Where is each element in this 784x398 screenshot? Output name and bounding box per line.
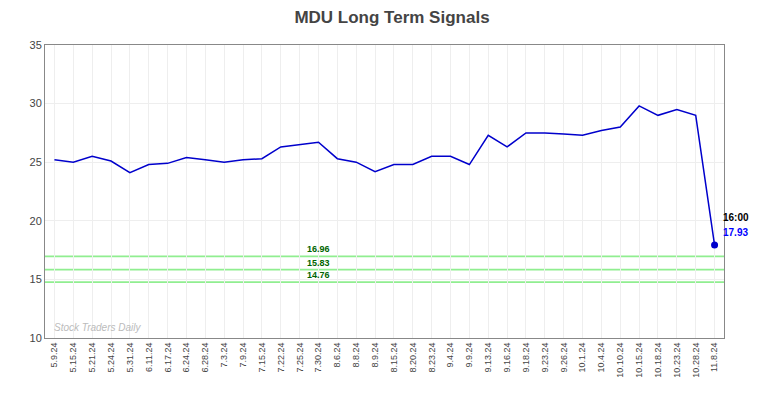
svg-text:16:00: 16:00 (723, 212, 749, 223)
svg-text:MDU Long Term Signals: MDU Long Term Signals (294, 8, 489, 27)
svg-text:6.28.24: 6.28.24 (200, 343, 210, 373)
svg-text:9.9.24: 9.9.24 (464, 343, 474, 368)
svg-text:11.8.24: 11.8.24 (709, 343, 719, 372)
svg-text:7.22.24: 7.22.24 (276, 343, 286, 373)
svg-text:8.20.24: 8.20.24 (408, 343, 418, 373)
svg-text:10: 10 (30, 332, 42, 344)
svg-text:5.15.24: 5.15.24 (68, 343, 78, 373)
svg-text:10.23.24: 10.23.24 (672, 343, 682, 378)
svg-text:15: 15 (30, 273, 42, 285)
svg-text:10.10.24: 10.10.24 (615, 343, 625, 378)
svg-text:Stock Traders Daily: Stock Traders Daily (54, 322, 142, 333)
svg-text:7.25.24: 7.25.24 (295, 343, 305, 373)
svg-text:5.24.24: 5.24.24 (106, 343, 116, 373)
svg-text:5.31.24: 5.31.24 (125, 343, 135, 373)
svg-text:8.15.24: 8.15.24 (389, 343, 399, 373)
svg-text:7.9.24: 7.9.24 (238, 343, 248, 368)
svg-text:30: 30 (30, 97, 42, 109)
svg-text:20: 20 (30, 215, 42, 227)
svg-text:5.21.24: 5.21.24 (87, 343, 97, 373)
svg-text:16.96: 16.96 (307, 244, 330, 254)
svg-text:15.83: 15.83 (307, 258, 330, 268)
svg-text:9.4.24: 9.4.24 (445, 343, 455, 368)
svg-text:9.18.24: 9.18.24 (521, 343, 531, 373)
svg-text:14.76: 14.76 (307, 270, 330, 280)
svg-text:6.11.24: 6.11.24 (144, 343, 154, 372)
svg-text:10.15.24: 10.15.24 (634, 343, 644, 378)
svg-text:10.18.24: 10.18.24 (653, 343, 663, 378)
svg-text:17.93: 17.93 (723, 227, 748, 238)
svg-text:9.23.24: 9.23.24 (540, 343, 550, 373)
svg-text:9.13.24: 9.13.24 (483, 343, 493, 373)
svg-text:7.3.24: 7.3.24 (219, 343, 229, 368)
svg-text:9.26.24: 9.26.24 (559, 343, 569, 373)
svg-text:9.16.24: 9.16.24 (502, 343, 512, 373)
svg-text:8.6.24: 8.6.24 (332, 343, 342, 368)
svg-text:6.24.24: 6.24.24 (181, 343, 191, 373)
svg-text:6.17.24: 6.17.24 (163, 343, 173, 373)
svg-text:10.4.24: 10.4.24 (596, 343, 606, 373)
svg-text:8.23.24: 8.23.24 (427, 343, 437, 373)
svg-text:8.8.24: 8.8.24 (351, 343, 361, 368)
svg-text:7.15.24: 7.15.24 (257, 343, 267, 373)
svg-text:35: 35 (30, 39, 42, 51)
svg-text:10.1.24: 10.1.24 (577, 343, 587, 373)
svg-text:8.9.24: 8.9.24 (370, 343, 380, 368)
svg-text:25: 25 (30, 156, 42, 168)
svg-text:10.28.24: 10.28.24 (691, 343, 701, 378)
svg-text:7.30.24: 7.30.24 (313, 343, 323, 373)
svg-text:5.9.24: 5.9.24 (49, 343, 59, 368)
